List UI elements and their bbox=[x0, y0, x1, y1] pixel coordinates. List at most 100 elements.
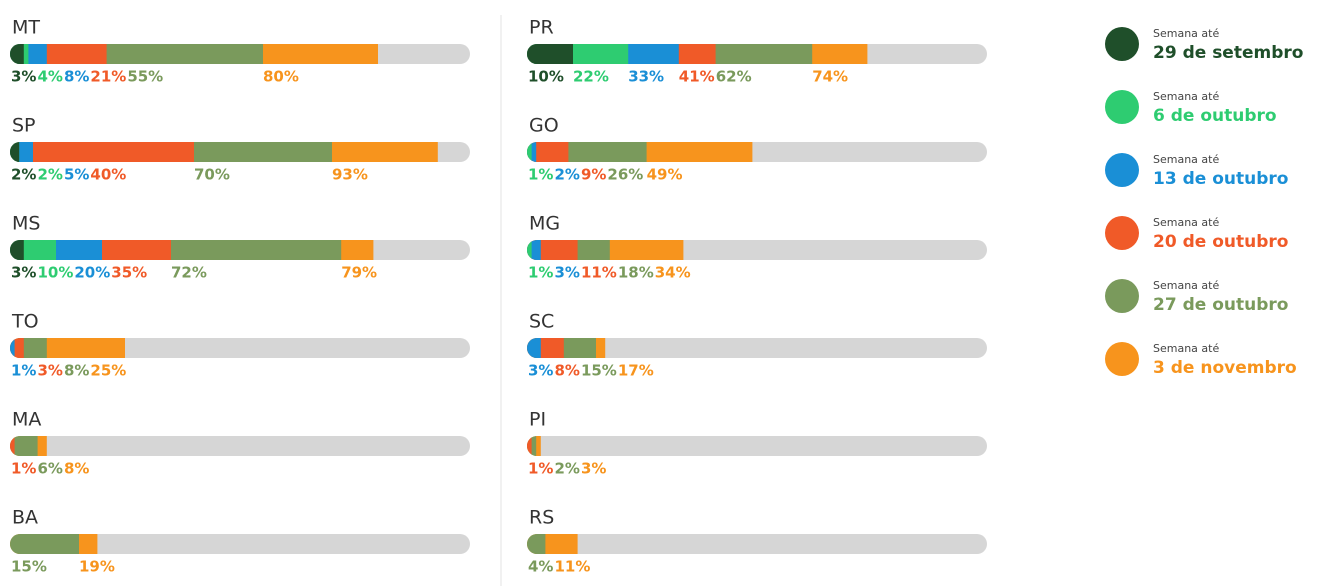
bar bbox=[527, 142, 753, 162]
legend-label: 6 de outubro bbox=[1153, 106, 1277, 126]
value-label: 20% bbox=[74, 264, 110, 282]
value-label: 2% bbox=[554, 460, 579, 478]
category-label: GO bbox=[529, 115, 559, 137]
value-label: 70% bbox=[194, 166, 230, 184]
legend-prefix: Semana até bbox=[1153, 90, 1219, 103]
value-label: 72% bbox=[171, 264, 207, 282]
value-label: 3% bbox=[554, 264, 579, 282]
value-label: 15% bbox=[11, 558, 47, 576]
value-label: 8% bbox=[64, 68, 89, 86]
value-label: 41% bbox=[679, 68, 715, 86]
bar-segment bbox=[10, 534, 79, 554]
value-label: 93% bbox=[332, 166, 368, 184]
value-label: 8% bbox=[64, 362, 89, 380]
value-label: 4% bbox=[37, 68, 62, 86]
value-label: 11% bbox=[581, 264, 617, 282]
category-label: PR bbox=[529, 17, 554, 39]
bar bbox=[10, 338, 125, 358]
legend-label: 29 de setembro bbox=[1153, 43, 1303, 63]
bar bbox=[10, 534, 98, 554]
bar-track bbox=[10, 534, 470, 554]
value-label: 1% bbox=[528, 460, 553, 478]
value-label: 40% bbox=[90, 166, 126, 184]
value-label: 34% bbox=[655, 264, 691, 282]
value-label: 6% bbox=[37, 460, 62, 478]
legend-marker bbox=[1105, 342, 1139, 376]
legend-prefix: Semana até bbox=[1153, 216, 1219, 229]
bar-track bbox=[527, 534, 987, 554]
value-label: 5% bbox=[64, 166, 89, 184]
value-label: 4% bbox=[528, 558, 553, 576]
value-label: 25% bbox=[90, 362, 126, 380]
value-label: 3% bbox=[11, 68, 36, 86]
value-label: 21% bbox=[90, 68, 126, 86]
bar-track bbox=[527, 338, 987, 358]
bar-segment bbox=[527, 142, 532, 162]
bar bbox=[527, 338, 606, 358]
legend-label: 13 de outubro bbox=[1153, 169, 1288, 189]
category-label: MT bbox=[12, 17, 40, 39]
bar-segment bbox=[10, 44, 24, 64]
value-label: 10% bbox=[37, 264, 73, 282]
legend-prefix: Semana até bbox=[1153, 27, 1219, 40]
legend-marker bbox=[1105, 90, 1139, 124]
category-label: TO bbox=[11, 311, 39, 333]
bar bbox=[10, 436, 47, 456]
value-label: 1% bbox=[11, 362, 36, 380]
value-label: 35% bbox=[111, 264, 147, 282]
bar-segment bbox=[10, 142, 20, 162]
value-label: 1% bbox=[528, 264, 553, 282]
category-label: MG bbox=[529, 213, 560, 235]
category-label: SC bbox=[529, 311, 554, 333]
value-label: 3% bbox=[11, 264, 36, 282]
category-label: MS bbox=[12, 213, 40, 235]
bar-segment bbox=[527, 44, 573, 64]
bar bbox=[10, 142, 438, 162]
bar-segment bbox=[10, 240, 24, 260]
category-label: PI bbox=[529, 409, 546, 431]
bar-track bbox=[10, 436, 470, 456]
legend-label: 3 de novembro bbox=[1153, 358, 1297, 378]
bar bbox=[10, 240, 374, 260]
value-label: 26% bbox=[607, 166, 643, 184]
bar bbox=[10, 44, 378, 64]
value-label: 2% bbox=[37, 166, 62, 184]
value-label: 18% bbox=[618, 264, 654, 282]
bar-segment bbox=[10, 436, 38, 456]
bar-segment bbox=[10, 142, 194, 162]
value-label: 8% bbox=[554, 362, 579, 380]
legend-label: 27 de outubro bbox=[1153, 295, 1288, 315]
value-label: 10% bbox=[528, 68, 564, 86]
value-label: 2% bbox=[11, 166, 36, 184]
bar-track bbox=[527, 436, 987, 456]
value-label: 33% bbox=[628, 68, 664, 86]
bar bbox=[527, 436, 541, 456]
bar bbox=[527, 534, 578, 554]
legend-label: 20 de outubro bbox=[1153, 232, 1288, 252]
value-label: 55% bbox=[127, 68, 163, 86]
value-label: 9% bbox=[581, 166, 606, 184]
value-label: 49% bbox=[647, 166, 683, 184]
legend-marker bbox=[1105, 216, 1139, 250]
bar bbox=[527, 44, 868, 64]
value-label: 3% bbox=[528, 362, 553, 380]
category-label: BA bbox=[12, 507, 38, 529]
bar-segment bbox=[527, 338, 541, 358]
value-label: 74% bbox=[812, 68, 848, 86]
bar-segment bbox=[527, 534, 546, 554]
value-label: 2% bbox=[554, 166, 579, 184]
value-label: 17% bbox=[618, 362, 654, 380]
value-label: 19% bbox=[79, 558, 115, 576]
bar-segment bbox=[527, 240, 532, 260]
bar-segment bbox=[527, 142, 569, 162]
category-label: RS bbox=[529, 507, 554, 529]
value-label: 80% bbox=[263, 68, 299, 86]
value-label: 1% bbox=[11, 460, 36, 478]
value-label: 62% bbox=[716, 68, 752, 86]
value-label: 22% bbox=[573, 68, 609, 86]
bar bbox=[527, 240, 684, 260]
legend-prefix: Semana até bbox=[1153, 279, 1219, 292]
value-label: 11% bbox=[554, 558, 590, 576]
value-label: 79% bbox=[341, 264, 377, 282]
